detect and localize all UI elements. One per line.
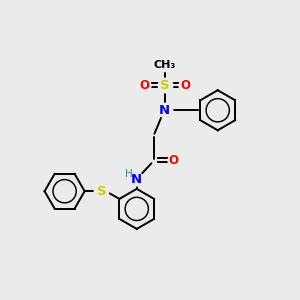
Text: O: O <box>169 154 178 167</box>
Text: O: O <box>139 79 149 92</box>
Text: N: N <box>159 104 170 117</box>
Text: S: S <box>160 79 169 92</box>
Text: H: H <box>124 169 132 179</box>
Text: CH₃: CH₃ <box>154 60 176 70</box>
Text: S: S <box>97 185 106 198</box>
Text: O: O <box>180 79 190 92</box>
Text: N: N <box>131 173 142 186</box>
